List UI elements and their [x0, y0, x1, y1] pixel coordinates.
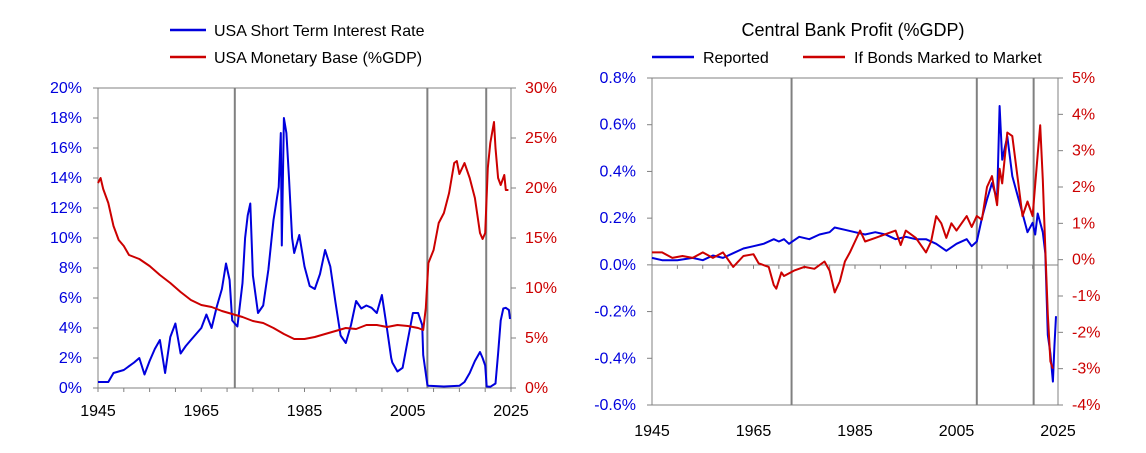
left-y-left-tick-label: 16%	[50, 140, 82, 157]
left-x-tick-label: 1945	[80, 403, 116, 420]
right-vertical-markers	[790, 78, 1035, 405]
right-y-right-tick-label: -3%	[1072, 361, 1100, 378]
right-series-line-red	[652, 124, 1054, 370]
left-series-line-red	[97, 121, 509, 340]
right-y-left-tick-label: 0.2%	[600, 210, 636, 227]
right-y-left-tick-label: -0.2%	[594, 304, 636, 321]
left-y-right-tick-label: 0%	[525, 380, 548, 397]
left-y-left-tick-label: 10%	[50, 230, 82, 247]
left-y-left-tick-label: 2%	[59, 350, 82, 367]
right-x-ticks: 1945 1965 1985 2005 2025	[634, 264, 1076, 440]
left-legend-label-base: USA Monetary Base (%GDP)	[214, 50, 422, 67]
right-y-right-tick-label: 2%	[1072, 179, 1095, 196]
left-y-right-tick-label: 30%	[525, 80, 557, 97]
left-x-ticks: 1945 1965 1985 2005 2025	[80, 388, 529, 420]
right-y-right-ticks: -4% -3% -2% -1% 0% 1% 2% 3% 4% 5%	[1058, 70, 1100, 414]
right-y-right-tick-label: -2%	[1072, 324, 1100, 341]
left-y-left-tick-label: 12%	[50, 200, 82, 217]
left-legend-label-rate: USA Short Term Interest Rate	[214, 23, 425, 40]
left-x-tick-label: 2025	[493, 403, 529, 420]
right-y-right-tick-label: 1%	[1072, 215, 1095, 232]
right-y-right-tick-label: -1%	[1072, 288, 1100, 305]
right-y-left-tick-label: 0.8%	[600, 70, 636, 87]
left-x-tick-label: 2005	[390, 403, 426, 420]
right-y-right-tick-label: 4%	[1072, 106, 1095, 123]
right-x-tick-label: 2025	[1040, 423, 1076, 440]
left-y-left-tick-label: 6%	[59, 290, 82, 307]
left-x-tick-label: 1985	[287, 403, 323, 420]
right-x-tick-label: 1985	[837, 423, 873, 440]
left-chart: USA Short Term Interest Rate USA Monetar…	[50, 23, 557, 420]
right-y-left-ticks: -0.6% -0.4% -0.2% 0.0% 0.2% 0.4% 0.6% 0.8%	[594, 70, 652, 414]
right-legend-label-mtm: If Bonds Marked to Market	[854, 50, 1042, 67]
left-y-right-tick-label: 10%	[525, 280, 557, 297]
right-y-left-tick-label: -0.4%	[594, 350, 636, 367]
right-y-left-tick-label: 0.4%	[600, 163, 636, 180]
left-y-right-tick-label: 20%	[525, 180, 557, 197]
left-vertical-markers	[233, 88, 488, 388]
left-y-right-tick-label: 25%	[525, 130, 557, 147]
left-series-group	[97, 117, 511, 388]
right-y-left-tick-label: -0.6%	[594, 397, 636, 414]
right-y-left-tick-label: 0.0%	[600, 257, 636, 274]
right-chart-title: Central Bank Profit (%GDP)	[741, 20, 964, 40]
right-y-right-tick-label: -4%	[1072, 397, 1100, 414]
left-y-left-tick-label: 20%	[50, 80, 82, 97]
left-y-left-tick-label: 18%	[50, 110, 82, 127]
right-y-left-tick-label: 0.6%	[600, 117, 636, 134]
left-y-left-tick-label: 14%	[50, 170, 82, 187]
right-legend-label-reported: Reported	[703, 50, 769, 67]
left-x-tick-label: 1965	[183, 403, 219, 420]
left-y-left-tick-label: 8%	[59, 260, 82, 277]
right-series-line-blue	[651, 105, 1057, 383]
left-y-left-ticks: 0% 2% 4% 6% 8% 10% 12% 14% 16% 18% 20%	[50, 80, 98, 397]
left-y-right-tick-label: 5%	[525, 330, 548, 347]
right-x-tick-label: 2005	[939, 423, 975, 440]
right-chart: Central Bank Profit (%GDP) Reported If B…	[594, 20, 1100, 440]
right-y-right-tick-label: 3%	[1072, 143, 1095, 160]
right-y-right-tick-label: 5%	[1072, 70, 1095, 87]
left-series-line-blue	[98, 117, 511, 388]
right-x-tick-label: 1965	[736, 423, 772, 440]
left-y-right-ticks: 0% 5% 10% 15% 20% 25% 30%	[511, 80, 557, 397]
left-y-left-tick-label: 4%	[59, 320, 82, 337]
left-y-left-tick-label: 0%	[59, 380, 82, 397]
right-y-right-tick-label: 0%	[1072, 252, 1095, 269]
left-y-right-tick-label: 15%	[525, 230, 557, 247]
right-x-tick-label: 1945	[634, 423, 670, 440]
right-series-group	[651, 105, 1057, 383]
